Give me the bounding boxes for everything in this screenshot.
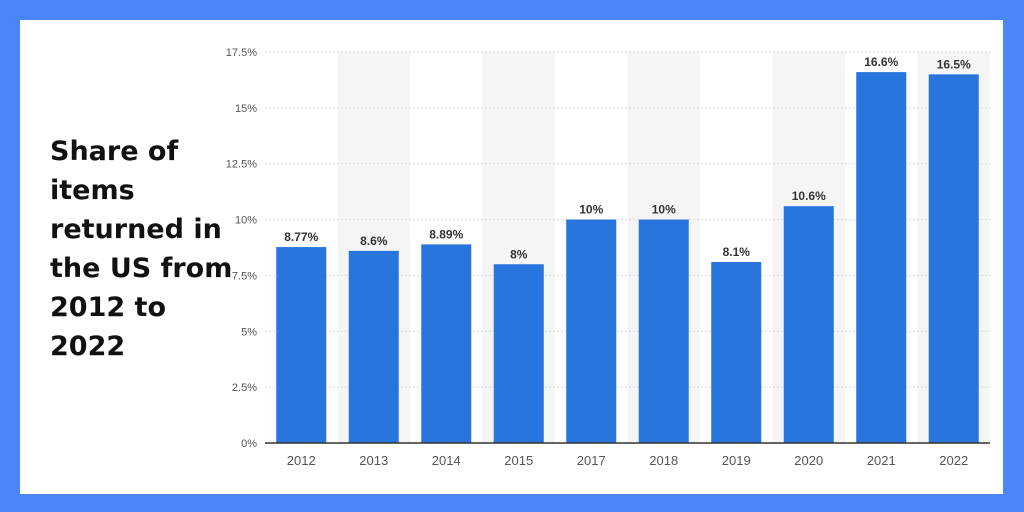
value-label: 16.5% bbox=[937, 57, 971, 71]
y-tick-label: 10% bbox=[235, 215, 257, 227]
bar bbox=[711, 262, 762, 443]
y-tick-label: 7.5% bbox=[232, 270, 257, 282]
value-label: 8.89% bbox=[429, 227, 463, 241]
chart-panel: Share of items returned in the US from 2… bbox=[20, 20, 1003, 494]
value-label: 16.6% bbox=[864, 55, 898, 69]
y-tick-label: 0% bbox=[241, 438, 257, 450]
x-tick-label: 2017 bbox=[577, 453, 606, 468]
value-label: 10% bbox=[579, 203, 603, 217]
y-tick-label: 15% bbox=[235, 103, 257, 115]
y-tick-label: 12.5% bbox=[226, 159, 257, 171]
bar-chart: 0% 2.5% 5% 7.5% 10% 12.5% 15% 17.5% 8.77% 2012 8.6… bbox=[226, 47, 990, 468]
bar bbox=[928, 74, 979, 443]
y-tick-label: 17.5% bbox=[226, 47, 257, 59]
x-tick-label: 2022 bbox=[939, 453, 968, 468]
bar bbox=[566, 219, 617, 443]
value-label: 8.1% bbox=[723, 245, 751, 259]
bar bbox=[856, 72, 907, 443]
value-label: 8.77% bbox=[284, 230, 318, 244]
chart-title: Share of items returned in the US from 2… bbox=[50, 136, 233, 362]
value-label: 8% bbox=[510, 247, 528, 261]
x-tick-label: 2019 bbox=[722, 453, 751, 468]
bar bbox=[348, 250, 399, 443]
y-tick-label: 5% bbox=[241, 326, 257, 338]
x-tick-label: 2015 bbox=[504, 453, 533, 468]
x-tick-label: 2014 bbox=[432, 453, 461, 468]
value-label: 8.6% bbox=[360, 234, 388, 248]
bar bbox=[783, 206, 834, 443]
value-label: 10.6% bbox=[792, 189, 826, 203]
value-label: 10% bbox=[652, 203, 676, 217]
x-tick-label: 2021 bbox=[867, 453, 896, 468]
x-tick-label: 2018 bbox=[649, 453, 678, 468]
bar bbox=[493, 264, 544, 443]
bar bbox=[421, 244, 472, 443]
bar bbox=[638, 219, 689, 443]
y-tick-label: 2.5% bbox=[232, 382, 257, 394]
x-tick-label: 2020 bbox=[794, 453, 823, 468]
x-tick-label: 2012 bbox=[287, 453, 316, 468]
x-tick-label: 2013 bbox=[359, 453, 388, 468]
bar bbox=[276, 247, 327, 443]
